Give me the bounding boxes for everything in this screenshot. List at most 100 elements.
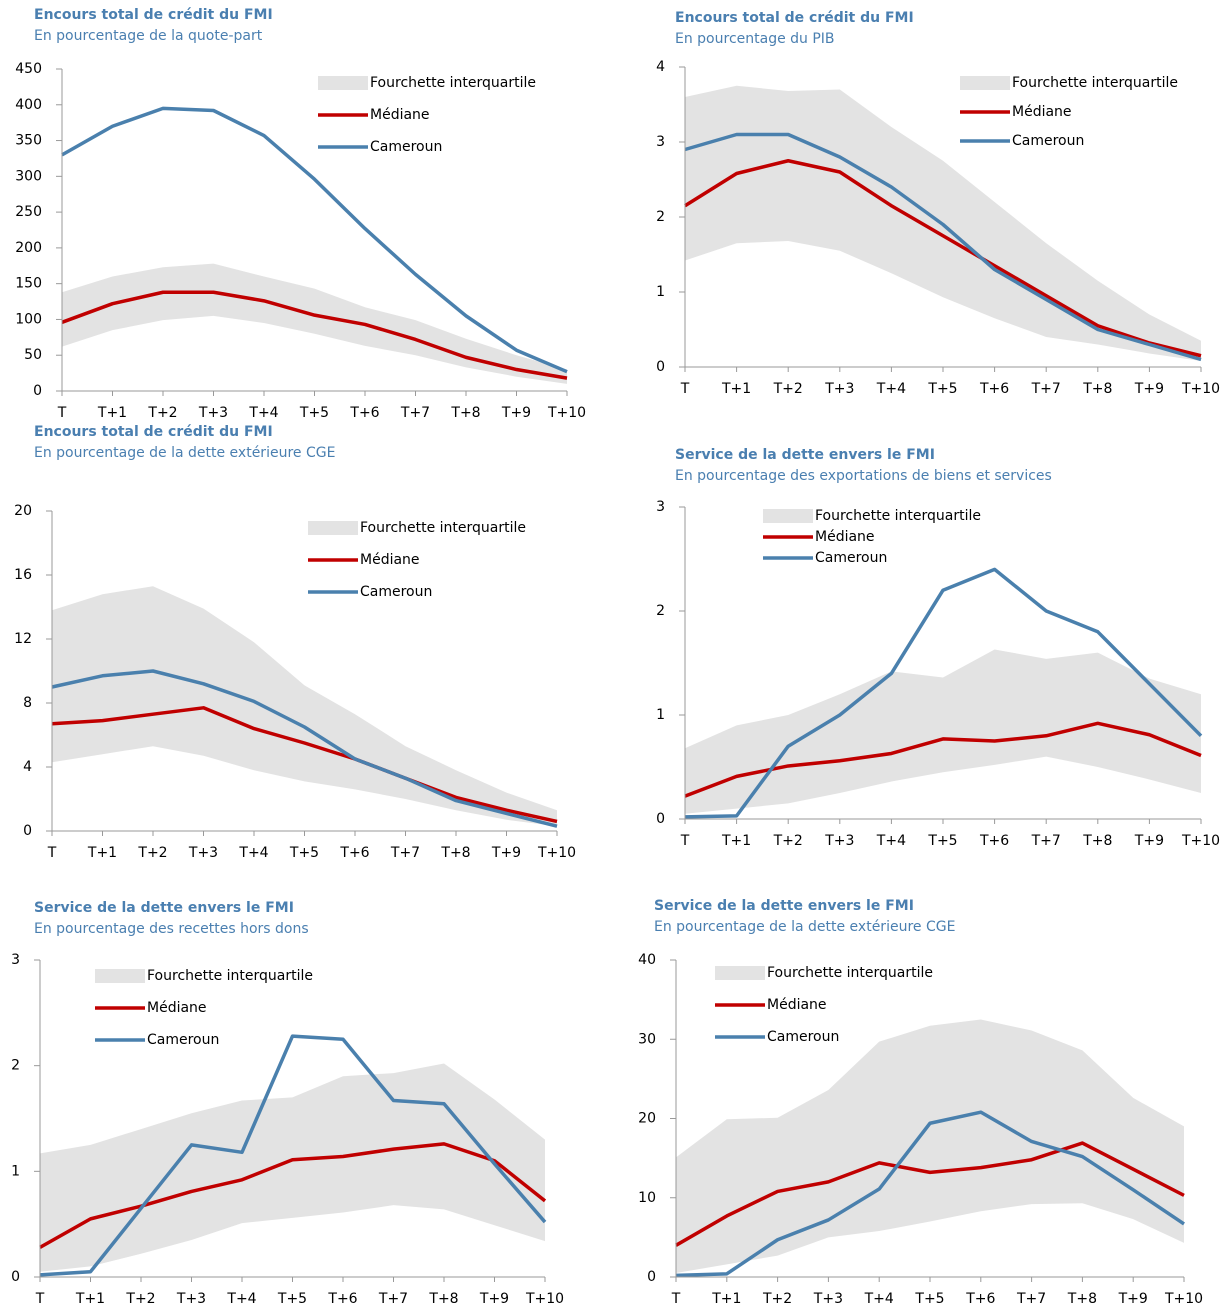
y-tick-label: 16: [14, 567, 32, 583]
y-tick-label: 40: [638, 952, 656, 968]
legend-label: Fourchette interquartile: [370, 75, 536, 91]
y-tick-label: 4: [656, 59, 665, 75]
y-tick-label: 300: [15, 168, 42, 184]
x-tick-label: T+7: [378, 1291, 408, 1307]
x-tick-label: T+8: [450, 405, 480, 421]
legend-swatch: [960, 76, 1010, 90]
panel: Encours total de crédit du FMI En pourcen…: [14, 424, 576, 861]
chart-title: Service de la dette envers le FMI: [654, 898, 914, 914]
x-tick-label: T+2: [125, 1291, 155, 1307]
x-tick-label: T+3: [188, 845, 218, 861]
panel: Encours total de crédit du FMI En pourcen…: [15, 7, 586, 421]
legend-label: Cameroun: [370, 139, 442, 155]
x-tick-label: T+10: [1164, 1291, 1203, 1307]
y-tick-label: 0: [656, 811, 665, 827]
x-tick-label: T+10: [537, 845, 576, 861]
x-tick-label: T+8: [1082, 381, 1112, 397]
y-tick-label: 150: [15, 276, 42, 292]
x-tick-label: T+3: [176, 1291, 206, 1307]
x-tick-label: T+6: [327, 1291, 357, 1307]
x-tick-label: T+3: [813, 1291, 843, 1307]
legend-label: Cameroun: [815, 550, 887, 566]
y-tick-label: 2: [656, 209, 665, 225]
legend-label: Médiane: [767, 997, 827, 1013]
series-line: [684, 159, 1202, 358]
y-tick-label: 400: [15, 97, 42, 113]
legend-label: Cameroun: [147, 1032, 219, 1048]
panel: Service de la dette envers le FMI En pour…: [11, 900, 564, 1307]
y-tick-label: 1: [656, 707, 665, 723]
x-tick-label: T+7: [400, 405, 430, 421]
legend-label: Cameroun: [360, 584, 432, 600]
y-tick-label: 30: [638, 1031, 656, 1047]
y-tick-label: 1: [656, 284, 665, 300]
y-tick-label: 0: [23, 823, 32, 839]
x-tick-label: T+10: [1181, 381, 1220, 397]
x-tick-label: T+7: [1031, 833, 1061, 849]
x-tick-label: T+10: [547, 405, 586, 421]
chart-title: Service de la dette envers le FMI: [675, 447, 935, 463]
interquartile-band: [676, 1019, 1184, 1274]
x-tick-label: T+4: [876, 833, 906, 849]
x-tick-label: T: [680, 833, 690, 849]
legend-label: Fourchette interquartile: [360, 520, 526, 536]
y-tick-label: 3: [11, 952, 20, 968]
legend-label: Fourchette interquartile: [147, 968, 313, 984]
x-tick-label: T+1: [721, 833, 751, 849]
y-tick-label: 8: [23, 695, 32, 711]
x-tick-label: T+9: [501, 405, 531, 421]
legend-label: Médiane: [147, 1000, 207, 1016]
x-tick-label: T+9: [1134, 833, 1164, 849]
y-tick-label: 350: [15, 133, 42, 149]
x-tick-label: T+1: [97, 405, 127, 421]
series-line: [675, 1110, 1185, 1278]
x-tick-label: T: [680, 381, 690, 397]
panel: Service de la dette envers le FMI En pour…: [638, 898, 1203, 1307]
chart-subtitle: En pourcentage du PIB: [675, 31, 835, 47]
x-tick-label: T+5: [927, 381, 957, 397]
y-tick-label: 3: [656, 134, 665, 150]
x-tick-label: T+4: [864, 1291, 894, 1307]
chart-subtitle: En pourcentage des recettes hors dons: [34, 921, 309, 937]
chart-subtitle: En pourcentage de la quote-part: [34, 28, 263, 44]
legend-label: Fourchette interquartile: [1012, 75, 1178, 91]
series-line: [51, 669, 558, 828]
legend-label: Médiane: [370, 107, 430, 123]
legend-swatch: [308, 521, 358, 535]
legend-swatch: [763, 509, 813, 523]
x-tick-label: T+4: [226, 1291, 256, 1307]
x-tick-label: T+7: [1016, 1291, 1046, 1307]
series-line: [39, 1034, 547, 1277]
x-tick-label: T+4: [238, 845, 268, 861]
legend-label: Médiane: [1012, 104, 1072, 120]
chart-title: Encours total de crédit du FMI: [34, 424, 273, 440]
y-tick-label: 4: [23, 759, 32, 775]
y-tick-label: 0: [11, 1269, 20, 1285]
y-tick-label: 0: [656, 359, 665, 375]
y-tick-label: 20: [14, 503, 32, 519]
x-tick-label: T+5: [299, 405, 329, 421]
interquartile-band: [40, 1063, 545, 1272]
x-tick-label: T+3: [198, 405, 228, 421]
chart-title: Encours total de crédit du FMI: [34, 7, 273, 23]
x-tick-label: T+1: [75, 1291, 105, 1307]
legend-label: Fourchette interquartile: [815, 508, 981, 524]
chart-title: Encours total de crédit du FMI: [675, 10, 914, 26]
y-tick-label: 450: [15, 61, 42, 77]
x-tick-label: T: [57, 405, 67, 421]
legend-label: Fourchette interquartile: [767, 965, 933, 981]
interquartile-band: [62, 263, 567, 384]
y-tick-label: 250: [15, 204, 42, 220]
x-tick-label: T+3: [824, 381, 854, 397]
y-tick-label: 50: [24, 347, 42, 363]
x-tick-label: T+3: [824, 833, 854, 849]
x-tick-label: T+2: [773, 381, 803, 397]
legend-swatch: [715, 966, 765, 980]
y-tick-label: 0: [33, 383, 42, 399]
x-tick-label: T: [671, 1291, 681, 1307]
series-line: [684, 132, 1202, 362]
y-tick-label: 3: [656, 499, 665, 515]
x-tick-label: T+9: [479, 1291, 509, 1307]
x-tick-label: T+2: [762, 1291, 792, 1307]
y-tick-label: 0: [647, 1269, 656, 1285]
